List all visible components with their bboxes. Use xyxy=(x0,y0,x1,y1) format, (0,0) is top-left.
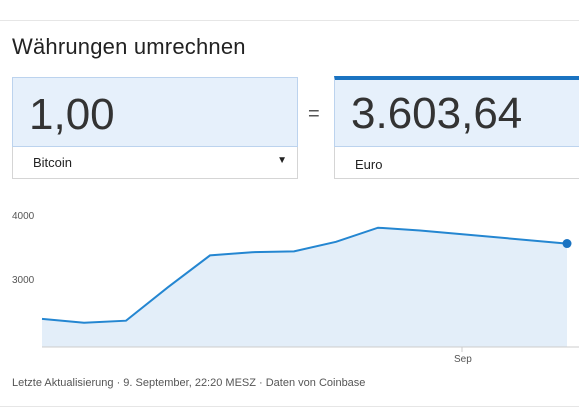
to-amount-value[interactable]: 3.603,64 xyxy=(351,89,523,138)
chart-series-line xyxy=(41,226,568,324)
to-currency-label: Euro xyxy=(355,157,383,172)
top-divider xyxy=(0,20,579,21)
y-tick-label: 3000 xyxy=(12,275,35,286)
bottom-divider xyxy=(0,406,579,407)
footer-attribution: Letzte Aktualisierung · 9. September, 22… xyxy=(12,377,366,389)
from-amount-value[interactable]: 1,00 xyxy=(29,90,115,139)
x-tick-label: Sep xyxy=(454,354,472,365)
chart-area-fill xyxy=(42,227,567,347)
chart-last-point[interactable] xyxy=(562,239,572,249)
y-tick-label: 4000 xyxy=(12,211,35,222)
dropdown-caret-icon[interactable]: ▼ xyxy=(277,155,287,166)
equals-sign: = xyxy=(308,103,320,125)
page-title: Währungen umrechnen xyxy=(12,34,246,59)
from-currency-label: Bitcoin xyxy=(33,155,73,170)
price-chart[interactable] xyxy=(0,200,579,360)
from-currency-select[interactable]: Bitcoin ▼ xyxy=(12,147,298,179)
from-amount-input[interactable]: 1,00 xyxy=(12,77,298,147)
to-amount-input[interactable]: 3.603,64 xyxy=(334,76,579,147)
to-currency-select[interactable]: Euro xyxy=(334,147,579,179)
